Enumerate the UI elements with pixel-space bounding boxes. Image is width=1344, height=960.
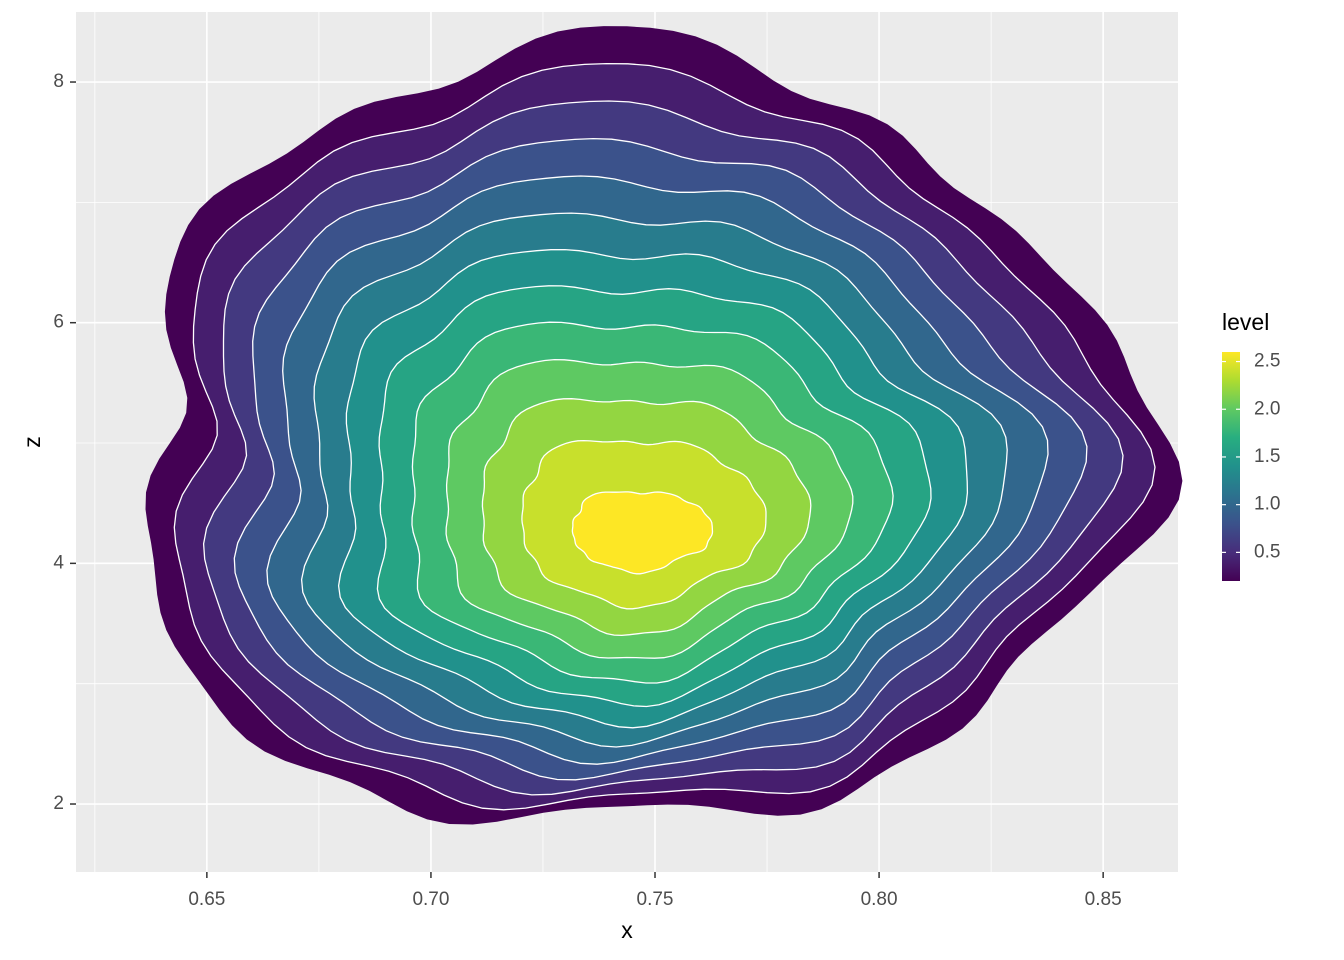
y-axis-title: z: [19, 436, 45, 448]
legend-title: level: [1222, 309, 1269, 335]
legend-tick-label: 2.5: [1254, 351, 1280, 372]
y-tick-label: 6: [53, 312, 64, 333]
contour-band: [571, 491, 714, 575]
y-tick-label: 8: [53, 71, 64, 92]
x-tick-label: 0.80: [861, 889, 898, 910]
legend-tick-label: 2.0: [1254, 398, 1280, 419]
contour-bands: [145, 26, 1183, 825]
legend-tick-label: 1.5: [1254, 446, 1280, 467]
legend: 0.5 1.0 1.5 2.0 2.5: [1222, 351, 1280, 581]
colorbar: [1222, 352, 1240, 581]
x-tick-label: 0.85: [1085, 889, 1122, 910]
legend-tick-label: 1.0: [1254, 494, 1280, 515]
y-tick-label: 2: [53, 793, 64, 814]
y-tick-label: 4: [53, 552, 64, 573]
x-tick-label: 0.65: [188, 889, 225, 910]
x-tick-label: 0.75: [637, 889, 674, 910]
x-axis-title: x: [621, 917, 633, 943]
x-tick-label: 0.70: [412, 889, 449, 910]
legend-tick-label: 0.5: [1254, 541, 1280, 562]
